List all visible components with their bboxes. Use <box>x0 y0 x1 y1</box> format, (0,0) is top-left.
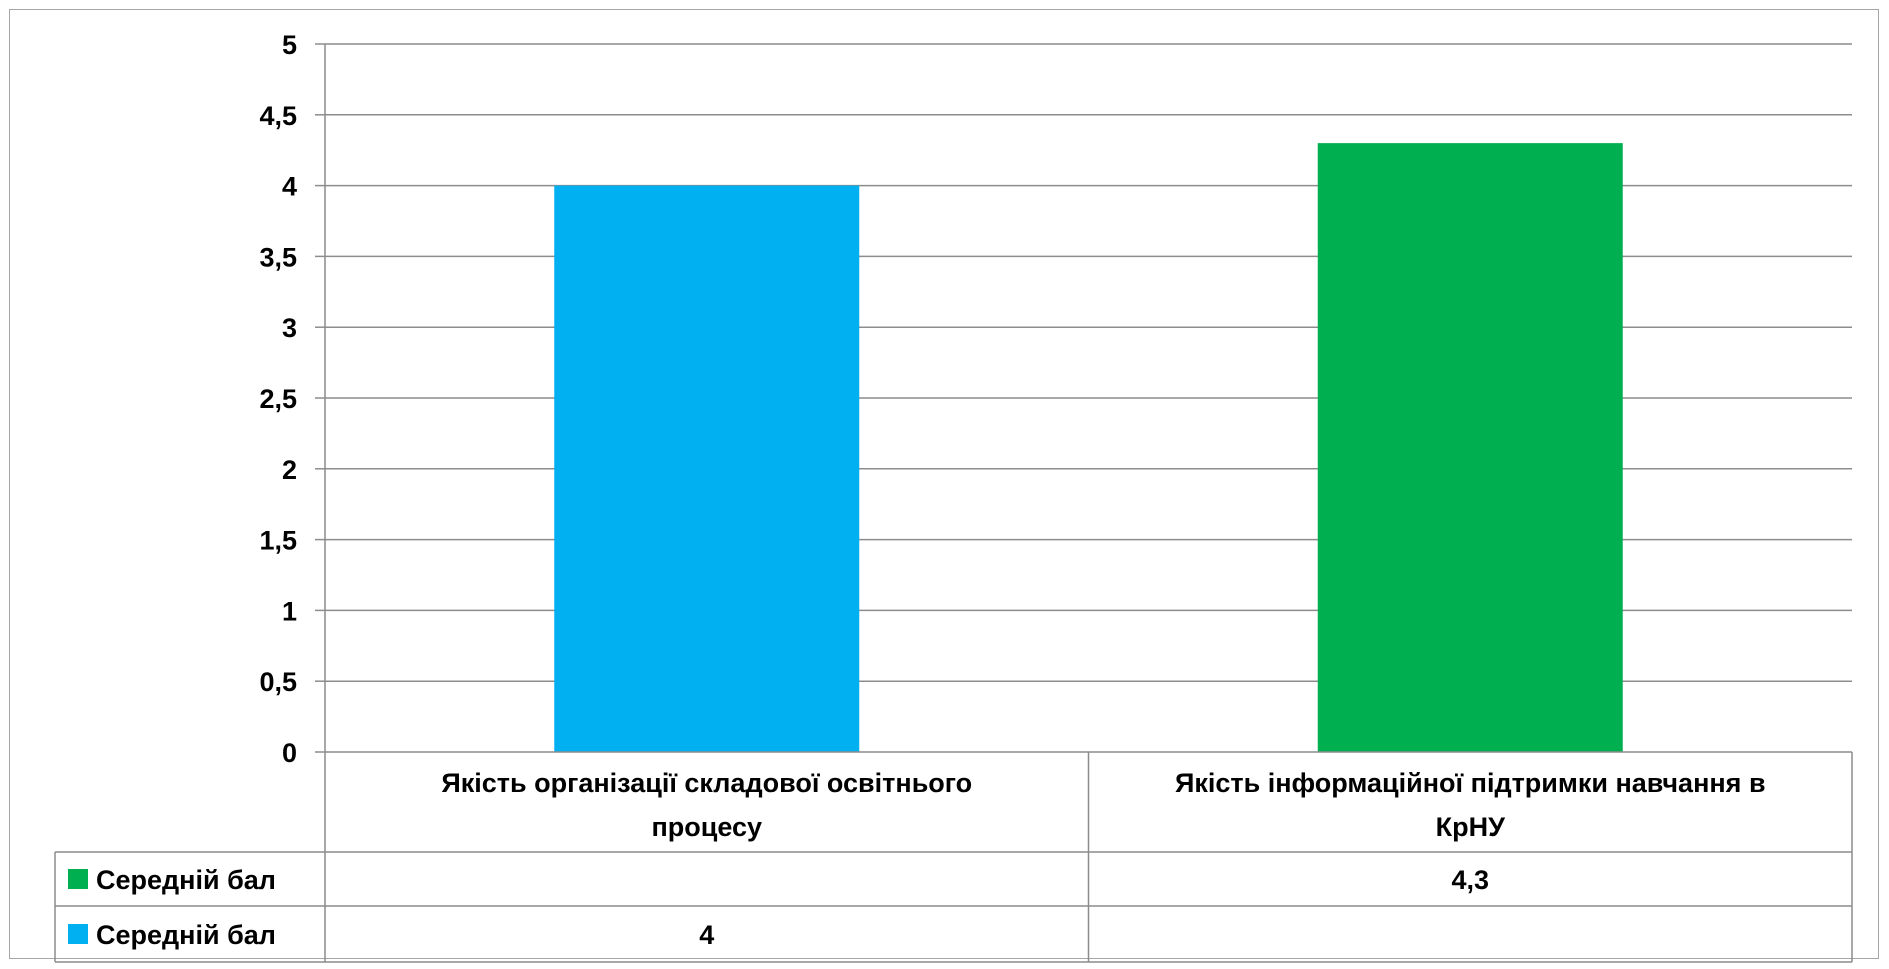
y-tick-label: 0,5 <box>259 667 297 697</box>
category-label: процесу <box>651 812 762 842</box>
y-tick-label: 5 <box>282 30 297 60</box>
data-label: 4,3 <box>1451 865 1489 895</box>
category-label: КрНУ <box>1436 812 1506 842</box>
y-tick-label: 1 <box>282 596 297 626</box>
y-tick-label: 2 <box>282 455 297 485</box>
y-tick-label: 1,5 <box>259 526 297 556</box>
bar <box>1317 143 1623 752</box>
y-tick-label: 4 <box>282 172 297 202</box>
bar <box>554 185 860 753</box>
y-tick-label: 0 <box>282 738 297 768</box>
category-label: Якість інформаційної підтримки навчання … <box>1175 768 1766 798</box>
y-tick-label: 4,5 <box>259 101 297 131</box>
y-tick-label: 3,5 <box>259 242 297 272</box>
data-label: 4 <box>699 920 714 950</box>
series-name: Середній бал <box>96 865 276 895</box>
category-label: Якість організації складової освітнього <box>441 768 972 798</box>
y-tick-label: 2,5 <box>259 384 297 414</box>
y-tick-label: 3 <box>282 313 297 343</box>
chart-frame <box>9 9 1879 959</box>
legend-key <box>68 924 88 944</box>
legend-key <box>68 869 88 889</box>
series-name: Середній бал <box>96 920 276 950</box>
